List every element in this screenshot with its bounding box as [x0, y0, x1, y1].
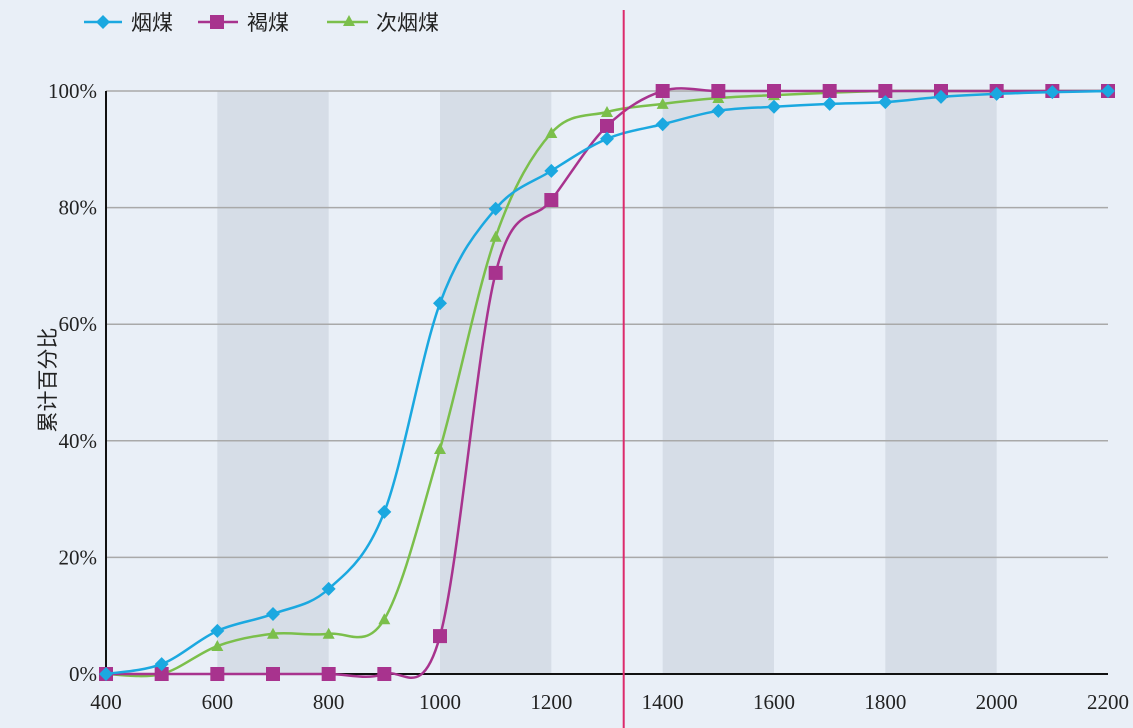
legend-label: 烟煤	[131, 11, 173, 35]
x-tick-label: 1800	[864, 690, 906, 714]
x-tick-label: 1400	[642, 690, 684, 714]
triangle-data-point	[434, 442, 446, 454]
triangle-data-point	[545, 126, 558, 138]
square-data-point	[433, 629, 447, 644]
y-tick-labels: 0% 20% 40% 60% 80% 100%	[48, 79, 97, 686]
gridlines	[106, 90, 1108, 559]
diamond-data-point	[878, 95, 893, 110]
shaded-band	[440, 91, 552, 674]
diamond-data-point	[934, 89, 948, 104]
legend-label: 次烟煤	[376, 11, 439, 35]
diamond-data-point	[600, 131, 614, 146]
square-data-point	[655, 84, 670, 98]
legend-item: 褐煤	[198, 11, 289, 35]
diamond-data-point	[266, 606, 280, 621]
y-tick-label: 20%	[59, 545, 98, 569]
square-data-point	[210, 667, 225, 681]
square-data-point	[711, 84, 726, 98]
y-tick-label: 60%	[59, 312, 98, 336]
x-tick-labels: 400 600 800 1000 1200 1400 1600 1800 2000 2200	[90, 690, 1129, 714]
diamond-data-point	[210, 623, 225, 638]
square-data-point	[488, 265, 503, 280]
legend-label: 褐煤	[247, 11, 289, 35]
series-layer	[99, 84, 1115, 681]
diamond-data-point	[711, 103, 726, 118]
legend: 烟煤 褐煤 次烟煤	[84, 11, 439, 35]
diamond-data-point	[767, 99, 781, 114]
square-data-point	[154, 667, 169, 681]
square-data-point	[544, 193, 559, 208]
square-data-point	[266, 667, 280, 681]
legend-item: 次烟煤	[327, 11, 439, 35]
diamond-data-point	[1101, 84, 1115, 98]
triangle-data-point	[322, 627, 335, 639]
diamond-data-point	[321, 581, 336, 596]
x-tick-label: 2000	[976, 690, 1018, 714]
square-data-point	[377, 667, 392, 681]
shaded-band	[217, 91, 329, 674]
diamond-data-point	[822, 96, 837, 111]
series-0	[99, 84, 1115, 681]
x-tick-label: 1000	[419, 690, 461, 714]
y-tick-label: 80%	[59, 196, 98, 220]
square-data-point	[822, 84, 837, 98]
x-tick-label: 1600	[753, 690, 795, 714]
shaded-bands	[217, 91, 997, 674]
diamond-data-point	[544, 163, 559, 178]
legend-diamond-icon	[96, 15, 110, 29]
shaded-band	[662, 91, 774, 674]
y-tick-label: 0%	[69, 662, 97, 686]
x-tick-label: 2200	[1087, 690, 1129, 714]
y-tick-label: 40%	[59, 429, 98, 453]
legend-item: 烟煤	[84, 11, 173, 35]
x-tick-label: 800	[313, 690, 345, 714]
diamond-data-point	[1045, 85, 1060, 100]
triangle-data-point	[656, 97, 669, 109]
triangle-data-point	[489, 230, 502, 242]
square-data-point	[600, 118, 614, 133]
y-tick-label: 100%	[48, 79, 97, 103]
triangle-data-point	[211, 640, 224, 652]
x-tick-label: 400	[90, 690, 122, 714]
diamond-data-point	[99, 667, 113, 681]
diamond-data-point	[377, 504, 392, 519]
square-data-point	[767, 84, 781, 98]
diamond-data-point	[433, 296, 447, 311]
shaded-band	[885, 91, 997, 674]
square-data-point	[321, 667, 336, 681]
square-data-point	[878, 84, 893, 98]
x-tick-label: 1200	[530, 690, 572, 714]
triangle-data-point	[601, 105, 613, 117]
legend-triangle-icon	[343, 15, 355, 26]
diamond-data-point	[154, 657, 169, 672]
triangle-data-point	[378, 613, 391, 625]
y-axis-title: 累计百分比	[36, 328, 60, 433]
diamond-data-point	[989, 86, 1004, 101]
legend-square-icon	[210, 15, 224, 29]
diamond-data-point	[488, 201, 503, 216]
x-tick-label: 600	[202, 690, 234, 714]
triangle-data-point	[267, 627, 279, 639]
diamond-data-point	[655, 117, 670, 132]
